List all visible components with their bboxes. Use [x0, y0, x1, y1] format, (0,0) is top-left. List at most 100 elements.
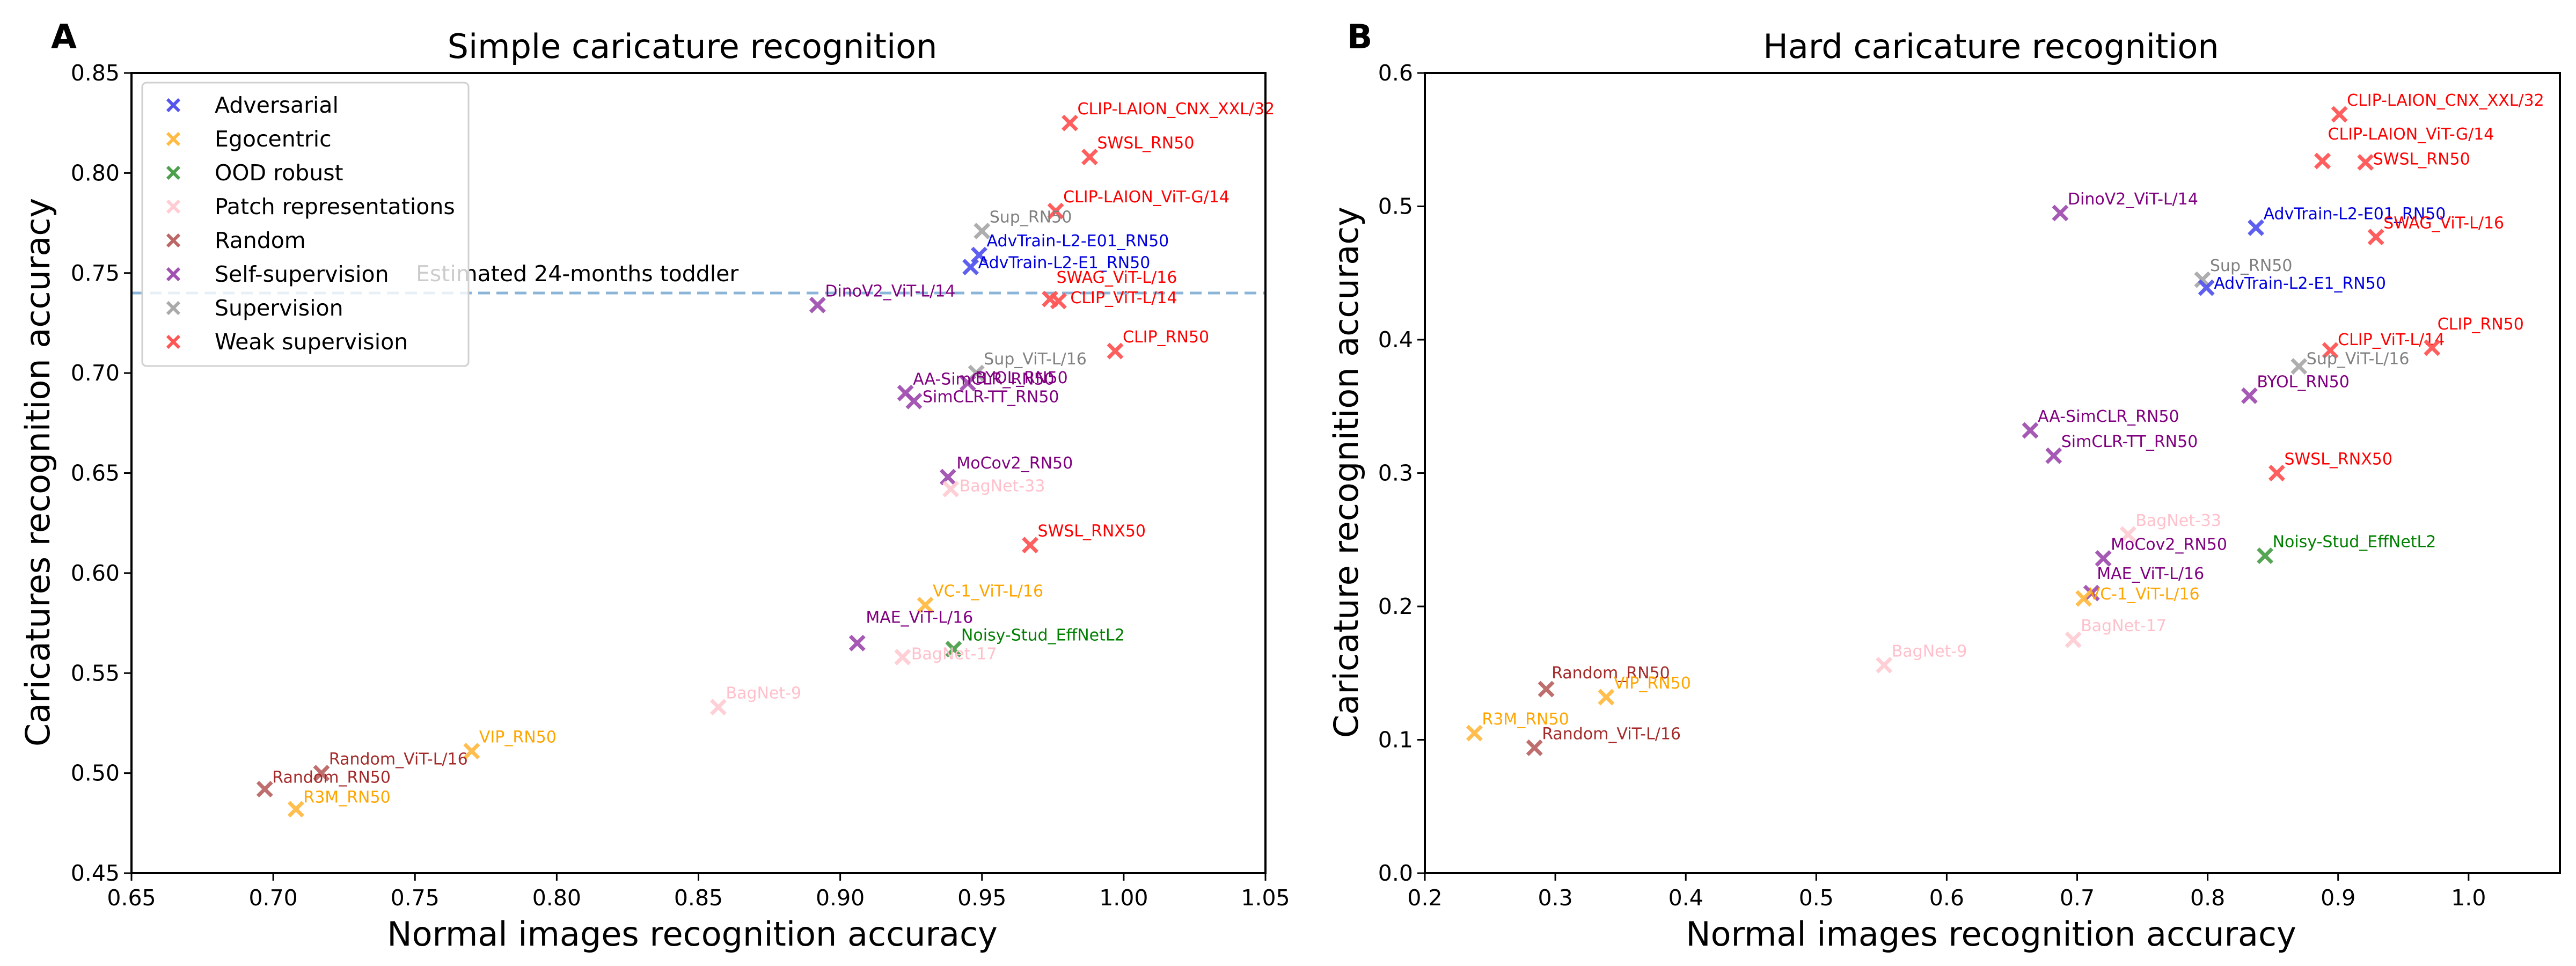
data-point: AdvTrain-L2-E01_RN50: [2248, 204, 2446, 236]
legend-label: Patch representations: [215, 194, 455, 219]
x-marker-icon: [2322, 342, 2339, 359]
x-marker-icon: [1876, 656, 1893, 674]
x-marker-icon: [974, 222, 991, 239]
legend-label: Egocentric: [215, 126, 332, 152]
data-point: CLIP-LAION_CNX_XXL/32: [2331, 91, 2544, 123]
point-label: R3M_RN50: [1482, 710, 1569, 729]
x-marker-icon: [2268, 465, 2285, 481]
point-label: VC-1_ViT-L/16: [2089, 585, 2200, 604]
legend-label: Random: [215, 228, 306, 253]
y-tick-label: 0.0: [1378, 860, 1413, 886]
point-label: SimCLR-TT_RN50: [923, 387, 1059, 406]
point-label: BagNet-33: [2135, 511, 2221, 530]
point-label: SWSL_RNX50: [2284, 450, 2392, 469]
data-point: VC-1_ViT-L/16: [2075, 585, 2200, 607]
data-point: BagNet-33: [2119, 511, 2221, 543]
x-marker-icon: [2075, 590, 2092, 607]
x-tick-label: 0.8: [2190, 885, 2225, 911]
x-tick-label: 0.7: [2060, 885, 2095, 911]
legend-marker-icon: [166, 98, 181, 113]
y-tick-label: 0.80: [71, 160, 120, 186]
data-point: SWSL_RNX50: [2268, 450, 2392, 481]
point-label: Sup_ViT-L/16: [984, 350, 1087, 369]
ticks-b: 0.2 0.3 0.4 0.5 0.6 0.7 0.8 0.9 1.0 0.0 0.1 0.2 0.3 0…: [1378, 60, 2486, 911]
x-tick-label: 0.3: [1538, 885, 1572, 911]
x-marker-icon: [2045, 447, 2062, 464]
x-marker-icon: [2257, 547, 2274, 565]
x-marker-icon: [2290, 358, 2308, 375]
point-label: CLIP-LAION_CNX_XXL/32: [1078, 100, 1275, 119]
data-point: BagNet-33: [942, 477, 1045, 497]
point-label: AdvTrain-L2-E01_RN50: [986, 232, 1169, 251]
legend-label: OOD robust: [215, 160, 343, 186]
x-marker-icon: [2198, 279, 2215, 296]
legend-item: OOD robust: [166, 160, 343, 186]
data-point: Sup_ViT-L/16: [2290, 350, 2409, 375]
legend-label: Self-supervision: [215, 261, 389, 287]
x-marker-icon: [1081, 149, 1098, 166]
y-axis-label-a: Caricatures recognition accuracy: [18, 198, 57, 747]
panel-letter-b: B: [1347, 17, 1372, 56]
data-point: SimCLR-TT_RN50: [905, 387, 1059, 409]
x-marker-icon: [939, 469, 956, 486]
data-point: CLIP_RN50: [1107, 328, 1209, 360]
legend-item: Weak supervision: [166, 329, 408, 355]
data-point: CLIP-LAION_ViT-G/14: [2314, 125, 2494, 170]
y-tick-label: 0.75: [71, 260, 120, 286]
point-label: AdvTrain-L2-E1_RN50: [2214, 274, 2386, 293]
point-label: SWAG_ViT-L/16: [2383, 214, 2504, 233]
legend-marker-icon: [166, 301, 181, 316]
data-point: Random_RN50: [256, 768, 391, 797]
legend-box: [141, 82, 470, 367]
x-marker-icon: [1598, 689, 1615, 706]
data-point: Noisy-Stud_EffNetL2: [2257, 533, 2436, 565]
data-point: BagNet-9: [1876, 642, 1967, 674]
x-marker-icon: [2095, 550, 2112, 567]
x-marker-icon: [710, 699, 727, 716]
y-tick-label: 0.55: [71, 660, 120, 686]
point-label: Noisy-Stud_EffNetL2: [2273, 533, 2436, 552]
legend-marker-icon: [166, 199, 181, 214]
data-point: MoCov2_RN50: [939, 454, 1073, 486]
point-label: Random_ViT-L/16: [329, 750, 468, 769]
data-point: BagNet-17: [894, 645, 997, 665]
x-marker-icon: [463, 743, 480, 760]
data-point: Sup_ViT-L/16: [968, 350, 1087, 382]
legend-marker-icon: [166, 267, 181, 282]
data-point: MAE_ViT-L/16: [848, 608, 973, 652]
x-marker-icon: [2065, 631, 2082, 648]
x-marker-icon: [905, 392, 923, 409]
y-tick-label: 0.3: [1378, 460, 1413, 486]
data-point: Sup_RN50: [2194, 257, 2293, 288]
x-tick-label: 0.4: [1668, 885, 1703, 911]
x-marker-icon: [2241, 387, 2258, 404]
point-label: Sup_RN50: [2210, 257, 2293, 275]
data-point: MoCov2_RN50: [2095, 536, 2227, 567]
legend: Adversarial Egocentric OOD robust Patch rep…: [141, 82, 470, 367]
data-point: Sup_RN50: [974, 208, 1072, 239]
point-label: BagNet-17: [911, 645, 997, 663]
point-label: VC-1_ViT-L/16: [933, 582, 1043, 601]
plot-frame-b: [1424, 72, 2561, 874]
legend-marker-icon: [166, 165, 181, 180]
point-label: AdvTrain-L2-E1_RN50: [978, 254, 1151, 273]
point-label: DinoV2_ViT-L/14: [2068, 190, 2198, 209]
x-axis-label-b: Normal images recognition accuracy: [1686, 914, 2296, 954]
x-marker-icon: [256, 780, 273, 797]
x-marker-icon: [1538, 680, 1555, 698]
x-marker-icon: [287, 801, 304, 818]
data-point: BYOL_RN50: [959, 369, 1068, 392]
point-label: SWAG_ViT-L/16: [1057, 268, 1177, 287]
legend-item: Random: [166, 228, 306, 253]
data-point: Random_ViT-L/16: [313, 750, 468, 782]
x-tick-label: 0.70: [248, 885, 297, 911]
point-label: SimCLR-TT_RN50: [2061, 433, 2198, 451]
y-tick-label: 0.85: [71, 60, 120, 86]
point-label: BagNet-9: [726, 684, 801, 703]
x-tick-label: 0.6: [1929, 885, 1964, 911]
data-point: CLIP-LAION_CNX_XXL/32: [1062, 100, 1275, 131]
data-point: R3M_RN50: [287, 788, 391, 818]
y-axis-label-b: Caricature recognition accuracy: [1327, 207, 1366, 738]
data-point: AA-SimCLR_RN50: [897, 370, 1055, 401]
x-marker-icon: [1022, 537, 1039, 554]
